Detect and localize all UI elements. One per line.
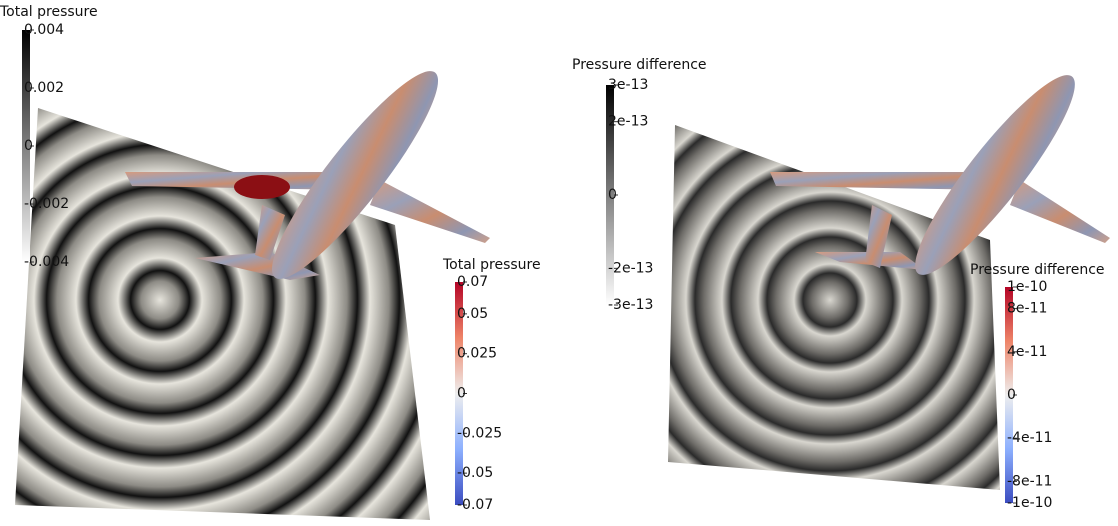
colorbar-title: Total pressure <box>0 4 98 20</box>
tick-label: 0 <box>1007 387 1016 403</box>
tick-label: 0.004 <box>24 22 64 38</box>
tick-label: -0.002 <box>24 196 69 212</box>
tick-label: 0 <box>608 187 617 203</box>
tick-label: -0.07 <box>457 497 493 513</box>
tick-label: -0.004 <box>24 254 69 270</box>
tick-label: 0 <box>457 386 466 402</box>
colorbar-title: Pressure difference <box>572 57 707 73</box>
tick-label: -0.05 <box>457 465 493 481</box>
colorbar-title: Total pressure <box>442 257 541 273</box>
tick-label: 0.07 <box>457 274 488 290</box>
tick-label: -8e-11 <box>1007 473 1052 489</box>
tick-label: 3e-13 <box>608 77 648 93</box>
tick-label: -1e-10 <box>1007 495 1052 511</box>
tick-label: 0 <box>24 138 33 154</box>
left-scene <box>15 55 490 520</box>
tick-label: -4e-11 <box>1007 430 1052 446</box>
tick-label: 8e-11 <box>1007 301 1047 317</box>
tick-label: 4e-11 <box>1007 344 1047 360</box>
tick-label: 2e-13 <box>608 114 648 130</box>
tick-label: 0.025 <box>457 346 497 362</box>
tick-label: 0.05 <box>457 306 488 322</box>
tick-label: -3e-13 <box>608 297 653 313</box>
tick-label: -2e-13 <box>608 260 653 276</box>
visualization: Total pressure 0.004 0.002 0 -0.002 -0.004 Tot… <box>0 0 1118 526</box>
tick-label: 1e-10 <box>1007 279 1047 295</box>
tick-label: 0.002 <box>24 80 64 96</box>
colorbar-title: Pressure difference <box>970 262 1105 278</box>
tick-label: -0.025 <box>457 425 502 441</box>
